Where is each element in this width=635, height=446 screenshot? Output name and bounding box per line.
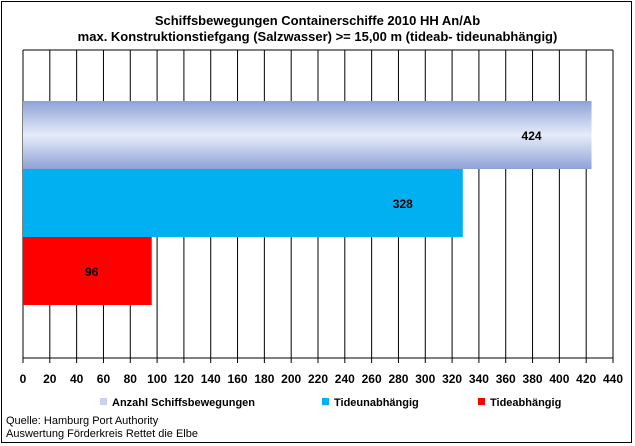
bar: [23, 101, 592, 169]
legend-label: Tideunabhängig: [334, 397, 419, 409]
x-tick-label: 440: [603, 372, 623, 386]
x-tick-label: 180: [254, 372, 274, 386]
source-line-1: Quelle: Hamburg Port Authority: [6, 415, 159, 427]
x-tick-label: 20: [43, 372, 57, 386]
bar: [23, 169, 463, 237]
x-tick-label: 220: [308, 372, 328, 386]
x-tick-label: 40: [70, 372, 84, 386]
x-tick-label: 320: [442, 372, 462, 386]
x-tick-label: 160: [228, 372, 248, 386]
legend-swatch: [478, 398, 485, 405]
bar-value-label: 424: [522, 129, 542, 143]
x-tick-label: 380: [523, 372, 543, 386]
legend-swatch: [100, 398, 107, 405]
x-tick-label: 120: [174, 372, 194, 386]
x-tick-label: 100: [147, 372, 167, 386]
bar-value-label: 96: [85, 265, 99, 279]
x-tick-label: 420: [576, 372, 596, 386]
x-tick-label: 0: [20, 372, 27, 386]
x-tick-label: 400: [549, 372, 569, 386]
x-tick-label: 80: [124, 372, 138, 386]
legend-label: Anzahl Schiffsbewegungen: [112, 397, 255, 409]
x-tick-label: 200: [281, 372, 301, 386]
chart-subtitle: max. Konstruktionstiefgang (Salzwasser) …: [77, 29, 558, 44]
bar: [23, 237, 152, 305]
legend-label: Tideabhängig: [490, 397, 561, 409]
x-tick-label: 60: [97, 372, 111, 386]
x-tick-label: 300: [415, 372, 435, 386]
x-tick-label: 280: [388, 372, 408, 386]
x-tick-label: 340: [469, 372, 489, 386]
x-tick-label: 140: [201, 372, 221, 386]
x-tick-label: 360: [496, 372, 516, 386]
chart-title: Schiffsbewegungen Containerschiffe 2010 …: [154, 13, 481, 28]
source-line-2: Auswertung Förderkreis Rettet die Elbe: [6, 428, 198, 440]
x-tick-label: 260: [362, 372, 382, 386]
legend-swatch: [322, 398, 329, 405]
bar-value-label: 328: [393, 197, 413, 211]
x-tick-label: 240: [335, 372, 355, 386]
